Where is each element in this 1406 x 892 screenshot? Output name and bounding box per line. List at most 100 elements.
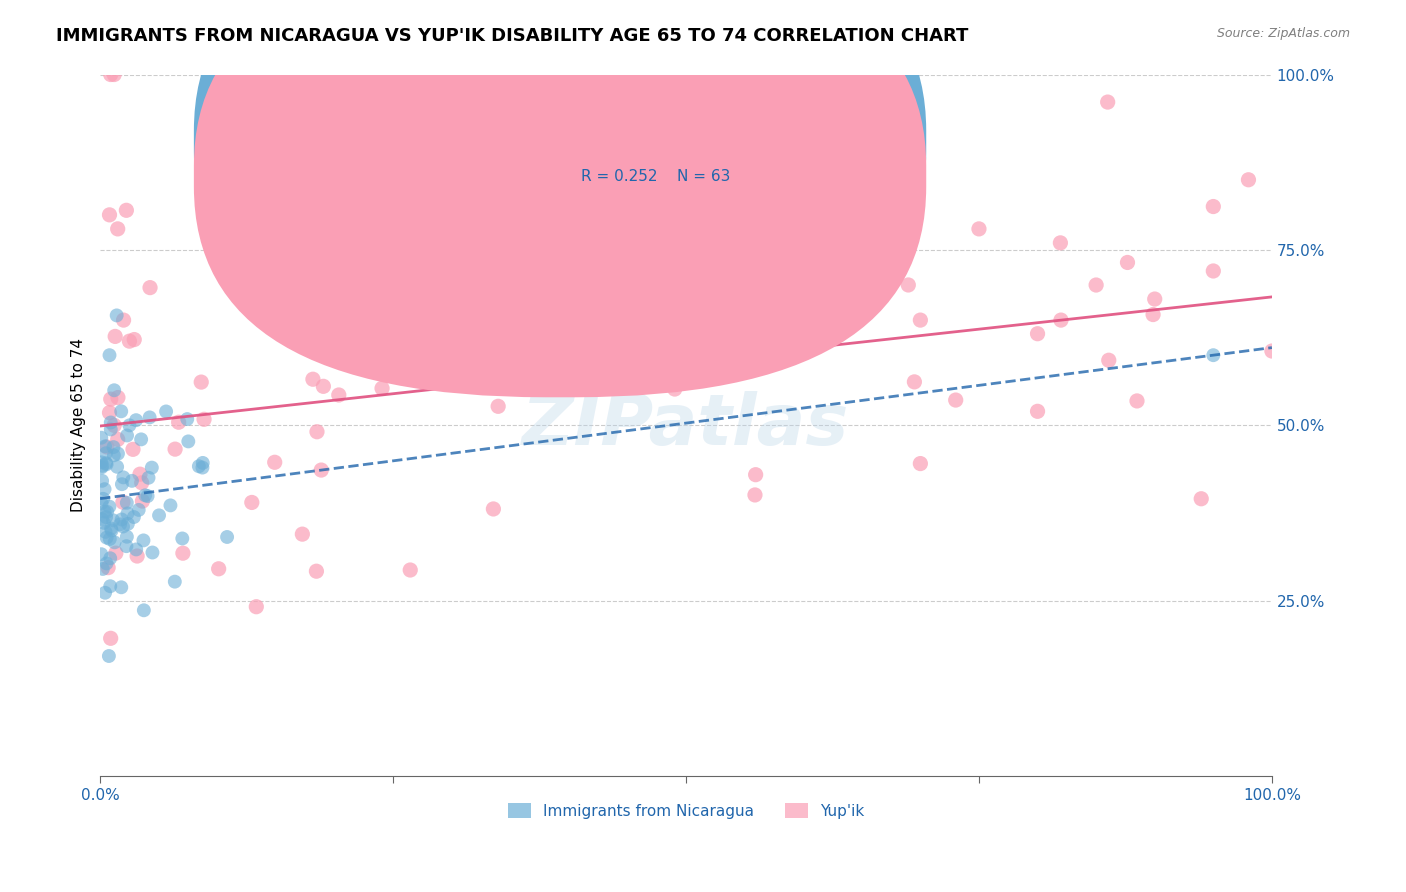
- Point: [1202, 348, 1225, 362]
- Point: [115, 428, 138, 442]
- Point: [98, 500, 121, 514]
- FancyBboxPatch shape: [522, 99, 827, 222]
- Point: [90, 547, 112, 561]
- Point: [1026, 404, 1049, 418]
- Point: [240, 495, 263, 509]
- Point: [328, 388, 350, 402]
- Point: [217, 530, 239, 544]
- Point: [689, 329, 711, 343]
- Point: [112, 519, 135, 533]
- Text: R = 0.252    N = 63: R = 0.252 N = 63: [581, 169, 730, 184]
- Point: [128, 503, 150, 517]
- Point: [94, 456, 117, 470]
- Point: [115, 530, 138, 544]
- Point: [664, 382, 686, 396]
- Point: [97, 648, 120, 663]
- Point: [245, 599, 267, 614]
- Point: [740, 341, 762, 355]
- Point: [96, 440, 118, 454]
- Point: [100, 632, 122, 646]
- Point: [910, 457, 932, 471]
- Point: [309, 463, 332, 477]
- Text: IMMIGRANTS FROM NICARAGUA VS YUP'IK DISABILITY AGE 65 TO 74 CORRELATION CHART: IMMIGRANTS FROM NICARAGUA VS YUP'IK DISA…: [56, 27, 969, 45]
- Point: [134, 488, 156, 502]
- Point: [138, 471, 160, 485]
- Point: [94, 446, 117, 460]
- Point: [131, 475, 153, 490]
- Point: [167, 415, 190, 429]
- Point: [103, 535, 125, 549]
- Point: [121, 474, 143, 488]
- Point: [110, 580, 132, 594]
- Point: [110, 404, 132, 418]
- Point: [90, 460, 112, 475]
- Point: [105, 309, 128, 323]
- Point: [100, 416, 122, 430]
- Point: [191, 456, 214, 470]
- Point: [98, 406, 121, 420]
- Point: [1050, 313, 1073, 327]
- Point: [122, 510, 145, 524]
- Point: [104, 546, 127, 560]
- Point: [190, 375, 212, 389]
- Point: [868, 245, 890, 260]
- Point: [107, 433, 129, 447]
- FancyBboxPatch shape: [194, 0, 927, 362]
- Point: [125, 413, 148, 427]
- Point: [172, 532, 194, 546]
- Point: [159, 499, 181, 513]
- Point: [122, 442, 145, 457]
- Point: [165, 442, 187, 457]
- Point: [115, 203, 138, 218]
- Point: [91, 562, 114, 576]
- Point: [98, 348, 121, 362]
- Point: [897, 277, 920, 292]
- Point: [1237, 173, 1260, 187]
- Point: [98, 579, 121, 593]
- Point: [96, 505, 118, 519]
- Point: [111, 512, 134, 526]
- Point: [107, 222, 129, 236]
- Point: [91, 474, 114, 488]
- Point: [103, 384, 125, 398]
- Point: [100, 392, 122, 406]
- Point: [96, 557, 118, 571]
- Y-axis label: Disability Age 65 to 74: Disability Age 65 to 74: [72, 338, 86, 512]
- Point: [94, 510, 117, 524]
- Point: [371, 381, 394, 395]
- Point: [93, 482, 115, 496]
- Point: [105, 459, 128, 474]
- Point: [1097, 95, 1119, 109]
- Point: [118, 334, 141, 348]
- Point: [127, 549, 149, 563]
- Point: [117, 507, 139, 521]
- Point: [96, 531, 118, 545]
- Point: [139, 280, 162, 294]
- Point: [112, 470, 135, 484]
- Point: [744, 467, 766, 482]
- Point: [141, 545, 163, 559]
- Point: [193, 412, 215, 426]
- Point: [291, 527, 314, 541]
- Point: [624, 287, 647, 301]
- Point: [191, 460, 214, 475]
- Text: R = 0.244    N = 81: R = 0.244 N = 81: [581, 134, 730, 149]
- Point: [163, 574, 186, 589]
- Point: [100, 68, 122, 82]
- Point: [634, 32, 657, 46]
- Point: [100, 524, 122, 538]
- Point: [115, 496, 138, 510]
- Point: [967, 222, 990, 236]
- Point: [112, 313, 135, 327]
- Legend: Immigrants from Nicaragua, Yup'ik: Immigrants from Nicaragua, Yup'ik: [502, 797, 870, 825]
- Point: [1142, 308, 1164, 322]
- Point: [90, 455, 112, 469]
- Point: [103, 440, 125, 454]
- Point: [100, 522, 122, 536]
- Point: [111, 477, 134, 491]
- Point: [131, 494, 153, 508]
- Point: [155, 404, 177, 418]
- Point: [93, 516, 115, 530]
- Point: [93, 505, 115, 519]
- Point: [486, 400, 509, 414]
